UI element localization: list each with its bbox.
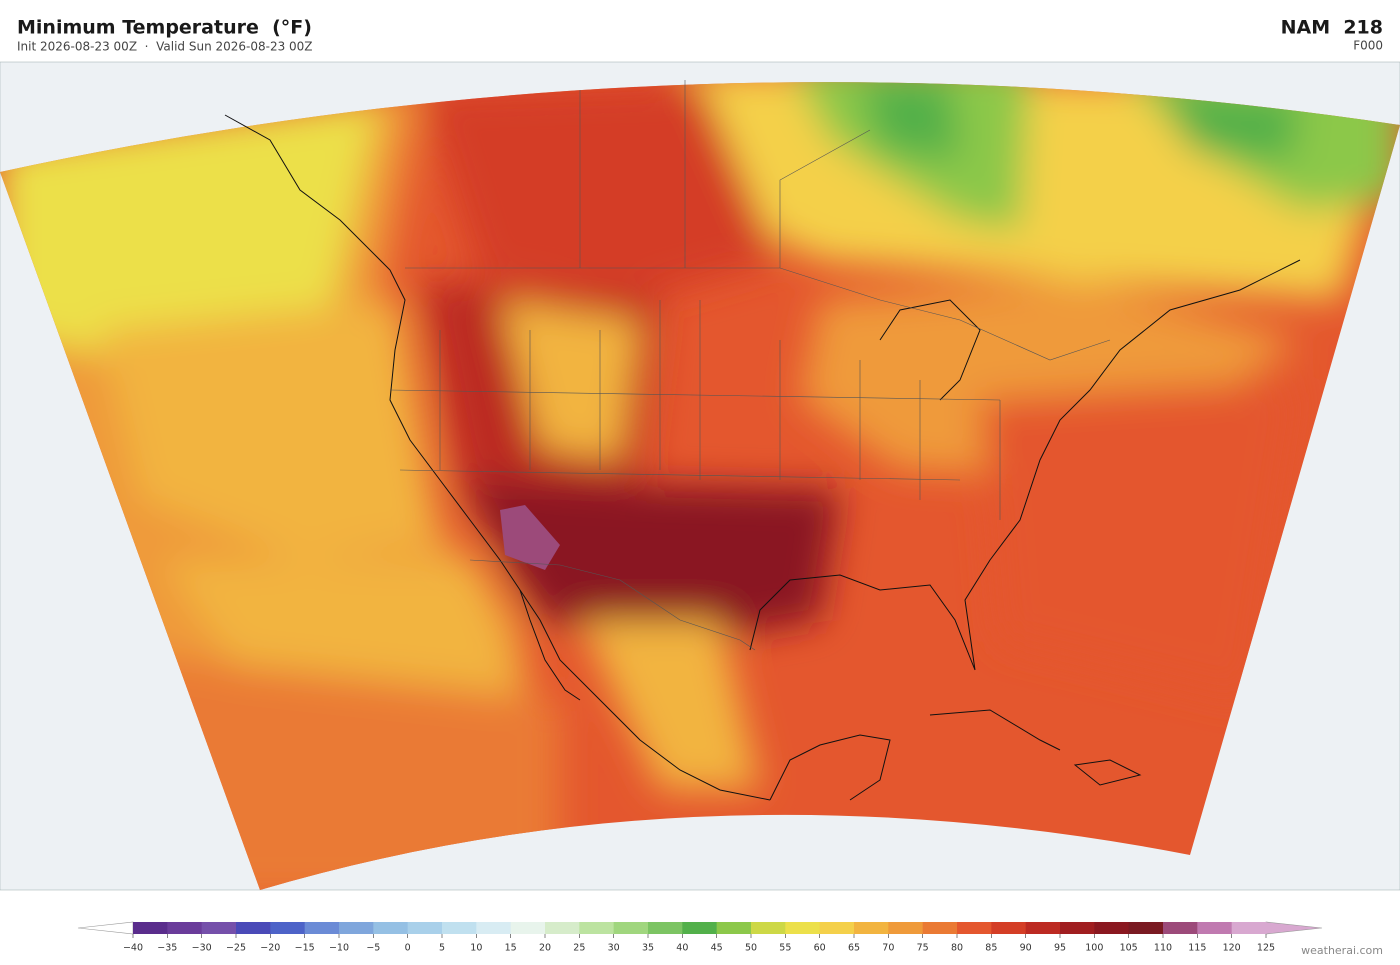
colorbar-tick-label: 40	[676, 943, 688, 954]
colorbar-segment	[167, 922, 203, 934]
colorbar-tick-label: 125	[1257, 943, 1275, 954]
colorbar-segment	[751, 922, 786, 934]
colorbar-tick-label: −10	[329, 943, 349, 954]
subtitle: Init 2026-08-23 00Z · Valid Sun 2026-08-…	[17, 40, 313, 54]
colorbar-tick-label: −20	[260, 943, 280, 954]
colorbar-tick-label: 85	[985, 943, 997, 954]
map	[0, 61, 1400, 891]
colorbar-segment	[339, 922, 374, 934]
colorbar-segment	[1128, 922, 1164, 934]
borders	[389, 80, 1111, 651]
colorbar-tick-label: 120	[1223, 943, 1241, 954]
colorbar-tick-label: 35	[642, 943, 654, 954]
colorbar-segment	[1025, 922, 1061, 934]
colorbar-tick-label: −40	[123, 943, 143, 954]
colorbar-segment	[304, 922, 340, 934]
colorbar-segment	[1094, 922, 1130, 934]
colorbar-tick-label: −30	[192, 943, 212, 954]
colorbar-segment	[922, 922, 958, 934]
colorbar-tick-label: 115	[1188, 943, 1206, 954]
colorbar-tick-label: 65	[848, 943, 860, 954]
colorbar-tick-label: 20	[539, 943, 551, 954]
colorbar-tick-label: 75	[917, 943, 929, 954]
colorbar-tick-label: 10	[470, 943, 482, 954]
colorbar-tick-label: 30	[608, 943, 620, 954]
colorbar-segment	[819, 922, 855, 934]
colorbar-tick-label: 50	[745, 943, 757, 954]
colorbar-tick-label: 45	[711, 943, 723, 954]
colorbar-tick-label: 5	[439, 943, 445, 954]
colorbar-tick-label: 80	[951, 943, 963, 954]
colorbar-segment	[442, 922, 477, 934]
colorbar-segment	[854, 922, 889, 934]
colorbar-segment	[1163, 922, 1198, 934]
title: Minimum Temperature (°F)	[17, 17, 312, 39]
colorbar-tick-label: 60	[814, 943, 826, 954]
colorbar-tick-label: 0	[405, 943, 411, 954]
colorbar-segment	[133, 922, 168, 934]
colorbar-segment	[716, 922, 752, 934]
colorbar-tick-label: −5	[366, 943, 380, 954]
colorbar-segment	[1060, 922, 1095, 934]
colorbar-tick-label: 95	[1054, 943, 1066, 954]
colorbar-tick-label: 70	[882, 943, 894, 954]
colorbar-segment	[545, 922, 580, 934]
colorbar-segment	[991, 922, 1027, 934]
colorbar-tick-label: −25	[226, 943, 246, 954]
colorbar-tick-label: −35	[157, 943, 177, 954]
forecast-hour: F000	[1353, 39, 1383, 53]
colorbar-tick-label: 15	[505, 943, 517, 954]
coastlines	[224, 114, 1301, 801]
colorbar-tick-label: 110	[1154, 943, 1172, 954]
colorbar-tick-label: 105	[1120, 943, 1138, 954]
colorbar-segment	[1231, 922, 1267, 934]
hot-spot	[500, 505, 560, 570]
colorbar-segment	[957, 922, 992, 934]
colorbar-segment	[1197, 922, 1233, 934]
model-name: NAM 218	[1281, 17, 1383, 39]
temperature-field	[0, 82, 1400, 890]
colorbar-tick-label: 55	[779, 943, 791, 954]
colorbar-tick-label: −15	[295, 943, 315, 954]
colorbar-segment	[236, 922, 271, 934]
colorbar-segment	[476, 922, 512, 934]
colorbar-segment	[407, 922, 443, 934]
colorbar-tick-label: 90	[1020, 943, 1032, 954]
colorbar-segment	[648, 922, 683, 934]
colorbar: −40 −35 −30 −25 −20 −15 −10 −5 0 5 10 15 20 25 30 35 40 4…	[77, 921, 1323, 954]
colorbar-segment	[201, 922, 237, 934]
colorbar-tick-label: 100	[1085, 943, 1103, 954]
colorbar-segment	[373, 922, 409, 934]
colorbar-segment	[613, 922, 649, 934]
colorbar-segment	[270, 922, 306, 934]
colorbar-segment	[579, 922, 615, 934]
colorbar-segment	[785, 922, 821, 934]
colorbar-tick-label: 25	[573, 943, 585, 954]
colorbar-segment	[682, 922, 718, 934]
colorbar-segment	[888, 922, 924, 934]
watermark: weatherai.com	[1301, 944, 1383, 957]
colorbar-segment	[510, 922, 546, 934]
